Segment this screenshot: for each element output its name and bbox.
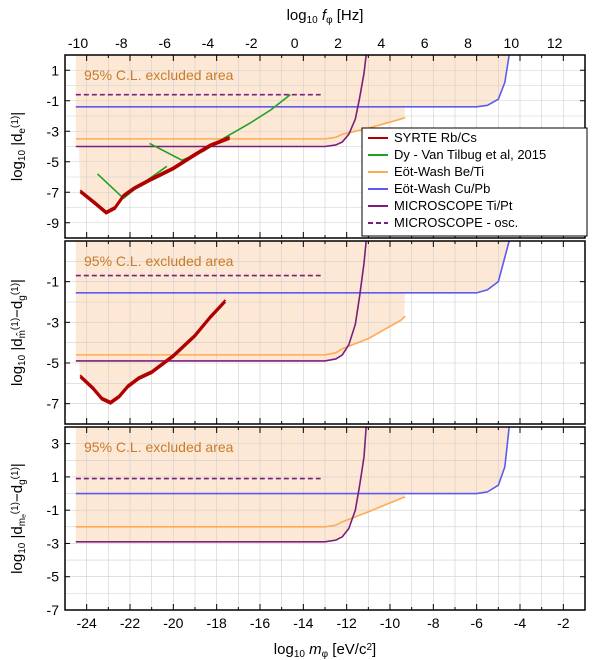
series-line-wash_cu [75, 55, 510, 108]
series-band-syrte [79, 299, 227, 403]
excluded-area-label: 95% C.L. excluded area [84, 253, 234, 269]
x-tick-label: -4 [514, 615, 527, 631]
series-line-wash_be [75, 315, 406, 356]
y-tick-label: -7 [47, 602, 60, 618]
x-axis-title: log10 mφ [eV/c2] [274, 641, 376, 660]
series-line-wash_be [75, 496, 406, 528]
top-tick-label: 0 [291, 35, 299, 51]
legend-box [361, 127, 588, 237]
y-tick-label: -5 [47, 154, 60, 170]
excluded-area-label: 95% C.L. excluded area [84, 439, 234, 455]
excluded-area-label: 95% C.L. excluded area [84, 67, 234, 83]
top-tick-label: 8 [464, 35, 472, 51]
top-tick-label: -4 [202, 35, 215, 51]
y-axis-title: log10 |de(1)| [9, 112, 28, 181]
series-line-syrte [79, 137, 231, 215]
top-tick-label: 6 [421, 35, 429, 51]
series-line-mic [75, 427, 367, 543]
top-tick-label: 2 [334, 35, 342, 51]
y-tick-label: -1 [47, 502, 60, 518]
top-tick-label: -6 [158, 35, 171, 51]
x-tick-label: -6 [470, 615, 483, 631]
x-tick-label: -12 [337, 615, 357, 631]
x-tick-label: -24 [77, 615, 97, 631]
series-line-syrte [79, 301, 227, 405]
x-tick-label: -2 [557, 615, 570, 631]
y-axis-title: log10 |dmₑ(1)−dg(1)| [9, 463, 28, 574]
x-axis-top: -10 -8 -6 -4 -2 0 2 4 6 8 10 12 log10 fφ [Hz] [68, 7, 563, 51]
x-axis-bottom: -24 -22 -20 -18 -16 -14 -12 -10 -8 -6 -4 -2 log10 mφ… [77, 615, 570, 660]
y-tick-label: -1 [47, 274, 60, 290]
excluded-area-fill [75, 427, 509, 542]
y-tick-label: -7 [47, 396, 60, 412]
x-tick-label: -8 [427, 615, 440, 631]
legend-label: MICROSCOPE - osc. [394, 215, 518, 230]
series-line-wash_be [75, 116, 406, 140]
x-tick-label: -16 [250, 615, 270, 631]
y-tick-label: -7 [47, 184, 60, 200]
series-line-wash_cu [75, 427, 510, 495]
x-tick-label: -20 [163, 615, 183, 631]
y-tick-label: -5 [47, 569, 60, 585]
x-tick-label: -22 [120, 615, 140, 631]
top-tick-label: -10 [68, 35, 88, 51]
panel-middle: 95% C.L. excluded area -1 -3 -5 -7 log10 |dm̂… [9, 240, 586, 425]
top-tick-label: -2 [245, 35, 258, 51]
top-tick-label: 12 [547, 35, 563, 51]
legend-label: Dy - Van Tilbug et al, 2015 [394, 147, 546, 162]
y-tick-label: -9 [47, 215, 60, 231]
top-tick-label: 4 [377, 35, 385, 51]
top-tick-label: 10 [504, 35, 520, 51]
y-axis-title: log10 |dm̂(1)−dg(1)| [9, 279, 28, 386]
y-tick-label: -3 [47, 123, 60, 139]
legend-label: Eöt-Wash Be/Ti [394, 164, 484, 179]
top-tick-label: -8 [115, 35, 128, 51]
y-tick-label: 1 [51, 469, 59, 485]
legend-label: SYRTE Rb/Cs [394, 130, 477, 145]
legend: SYRTE Rb/Cs Dy - Van Tilbug et al, 2015 Eö… [361, 127, 588, 237]
y-tick-label: -1 [47, 93, 60, 109]
series-line-wash_cu [75, 241, 510, 294]
x-tick-label: -18 [207, 615, 227, 631]
y-tick-label: -3 [47, 314, 60, 330]
y-tick-label: 1 [51, 62, 59, 78]
top-axis-title: log10 fφ [Hz] [287, 7, 364, 26]
series-line-mic [75, 55, 367, 148]
x-tick-label: -10 [380, 615, 400, 631]
x-tick-label: -14 [293, 615, 313, 631]
y-tick-label: 3 [51, 436, 59, 452]
legend-label: MICROSCOPE Ti/Pt [394, 198, 513, 213]
grid [65, 241, 585, 424]
panel-bottom: 95% C.L. excluded area 3 1 -1 -3 -5 -7 log10 |d… [9, 426, 586, 618]
legend-label: Eöt-Wash Cu/Pb [394, 181, 490, 196]
y-tick-label: -5 [47, 355, 60, 371]
series-line-dy2 [149, 94, 291, 162]
series-line-mic [75, 241, 367, 362]
series-band-syrte [79, 135, 231, 213]
y-tick-label: -3 [47, 535, 60, 551]
